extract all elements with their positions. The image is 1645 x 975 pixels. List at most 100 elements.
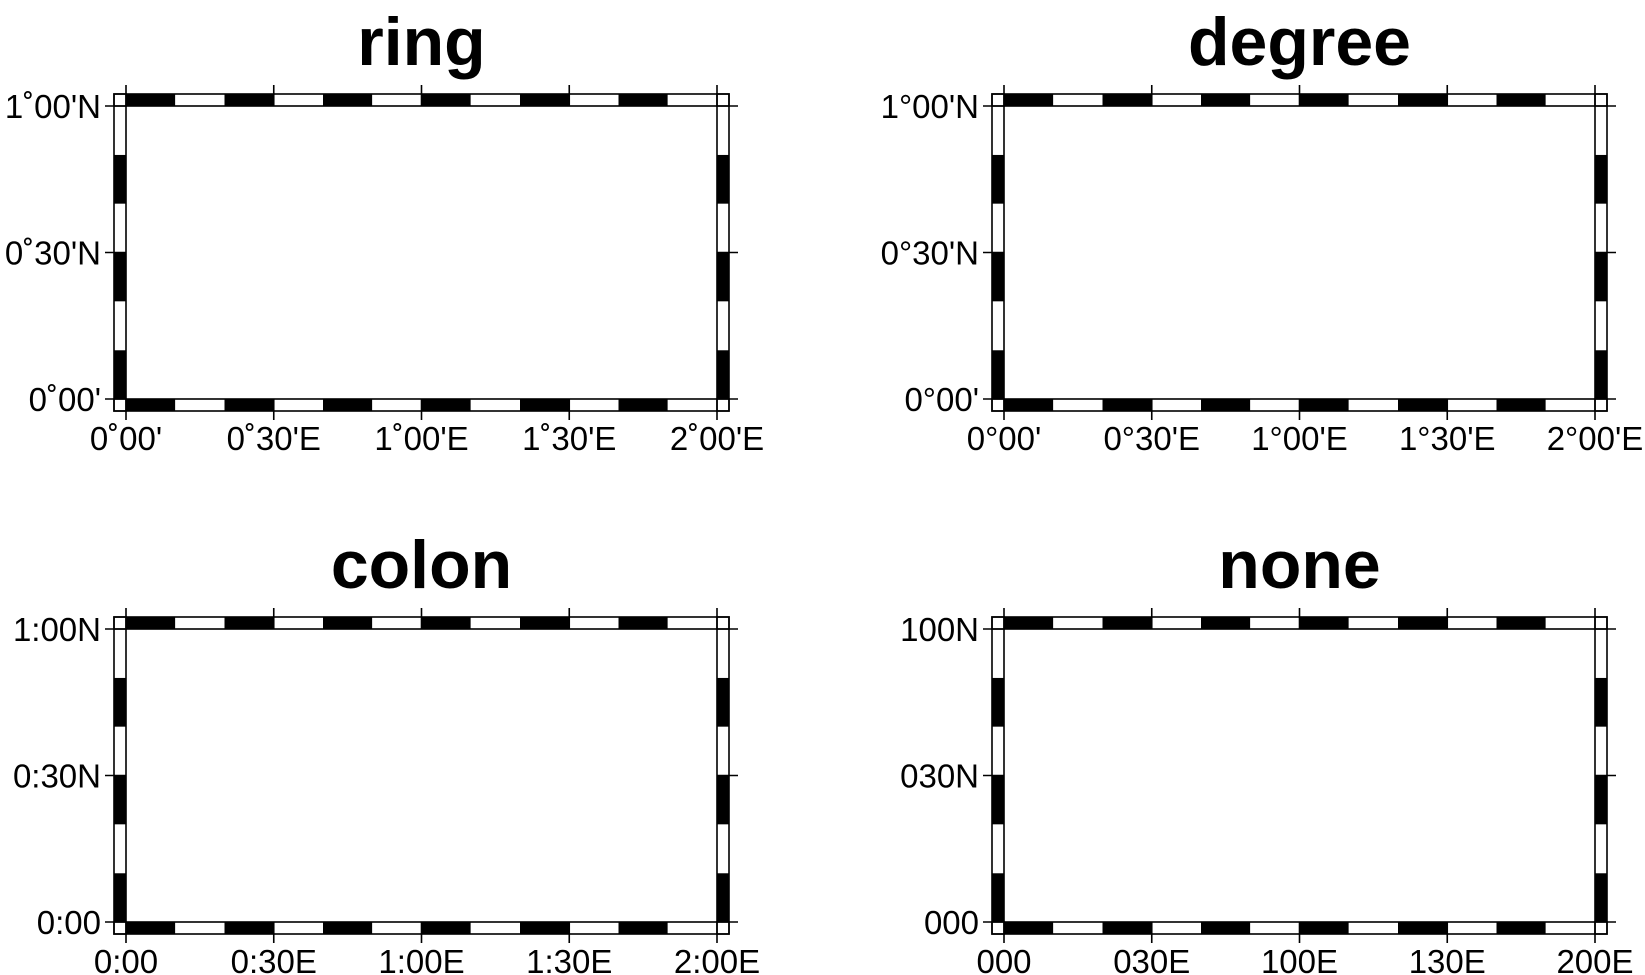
frame-segment-left	[114, 824, 126, 874]
frame-segment-bottom	[520, 399, 570, 411]
frame-segment-top	[1250, 617, 1300, 629]
frame-segment-top	[273, 617, 323, 629]
frame-segment-bottom	[569, 922, 619, 934]
frame-segment-bottom	[1004, 399, 1054, 411]
frame-segment-bottom	[1053, 922, 1103, 934]
frame-segment-right	[717, 726, 729, 776]
frame-segment-left	[114, 629, 126, 678]
frame-segment-bottom	[1102, 922, 1152, 934]
frame-segment-right	[1595, 824, 1607, 874]
frame-segment-bottom	[126, 922, 176, 934]
frame-segment-top	[224, 94, 274, 106]
frame-segment-bottom	[470, 922, 520, 934]
frame-segment-top	[372, 94, 422, 106]
frame-segment-top	[667, 617, 717, 629]
y-tick-label: 030N	[900, 758, 979, 795]
frame-corner	[991, 398, 1005, 412]
frame-segment-bottom	[175, 399, 225, 411]
frame-segment-top	[421, 94, 471, 106]
frame-segment-bottom	[1348, 922, 1398, 934]
frame-segment-top	[470, 617, 520, 629]
frame-segment-top	[126, 617, 176, 629]
frame-segment-top	[1496, 94, 1546, 106]
panel-title: colon	[331, 527, 512, 603]
frame-segment-right	[1595, 154, 1607, 204]
frame-segment-top	[520, 617, 570, 629]
frame-segment-bottom	[1053, 399, 1103, 411]
frame-segment-bottom	[1151, 922, 1201, 934]
frame-segment-bottom	[1299, 399, 1349, 411]
y-tick-label: 000	[924, 904, 979, 941]
frame-segment-bottom	[1201, 922, 1251, 934]
frame-segment-right	[1595, 775, 1607, 825]
frame-corner	[113, 921, 127, 935]
frame-corner	[113, 398, 127, 412]
frame-segment-top	[1496, 617, 1546, 629]
frame-segment-right	[1595, 106, 1607, 155]
frame-segment-top	[1004, 94, 1054, 106]
frame-segment-top	[224, 617, 274, 629]
frame-segment-right	[1595, 252, 1607, 302]
frame-segment-bottom	[1496, 399, 1546, 411]
frame-corner	[113, 93, 127, 107]
y-tick-label: 0°00'	[904, 381, 979, 418]
map-frame-inner	[125, 105, 718, 400]
y-tick-label: 0°30'N	[881, 235, 979, 272]
x-tick-label: 1°00'E	[1251, 420, 1348, 457]
frame-segment-top	[470, 94, 520, 106]
frame-segment-top	[1201, 617, 1251, 629]
frame-segment-left	[992, 252, 1004, 302]
frame-segment-bottom	[618, 399, 668, 411]
frame-segment-top	[1447, 94, 1497, 106]
frame-segment-bottom	[372, 399, 422, 411]
x-tick-label: 200E	[1556, 943, 1633, 975]
y-tick-label: 0:30N	[13, 758, 101, 795]
y-tick-label: 100N	[900, 611, 979, 648]
y-tick-label: 0˚30'N	[5, 235, 101, 272]
map-panel-ring: ring 0˚00' 0˚30'E 1˚00'E 1˚30'E 2˚00'E 0˚00' 0˚…	[5, 4, 764, 457]
x-tick-label: 1˚00'E	[374, 420, 468, 457]
x-tick-label: 1:30E	[526, 943, 612, 975]
frame-segment-bottom	[372, 922, 422, 934]
x-tick-label: 1:00E	[378, 943, 464, 975]
frame-segment-left	[992, 154, 1004, 204]
frame-segment-bottom	[224, 399, 274, 411]
frame-segment-top	[1348, 94, 1398, 106]
frame-segment-top	[1053, 617, 1103, 629]
frame-segment-left	[114, 775, 126, 825]
frame-segment-right	[1595, 203, 1607, 253]
frame-segment-left	[992, 824, 1004, 874]
frame-segment-bottom	[273, 399, 323, 411]
x-tick-label: 2°00'E	[1547, 420, 1644, 457]
x-tick-label: 1°30'E	[1399, 420, 1496, 457]
x-tick-label: 0°30'E	[1103, 420, 1200, 457]
frame-segment-top	[1151, 617, 1201, 629]
frame-segment-left	[114, 301, 126, 351]
frame-corner	[716, 616, 730, 630]
frame-segment-bottom	[273, 922, 323, 934]
frame-segment-right	[1595, 350, 1607, 399]
frame-segment-top	[618, 94, 668, 106]
frame-segment-right	[1595, 873, 1607, 922]
frame-segment-bottom	[1250, 922, 1300, 934]
frame-segment-bottom	[470, 399, 520, 411]
panel-title: ring	[357, 4, 485, 80]
frame-segment-right	[1595, 677, 1607, 727]
frame-segment-top	[323, 617, 373, 629]
frame-segment-top	[1102, 617, 1152, 629]
frame-segment-top	[372, 617, 422, 629]
frame-segment-left	[992, 350, 1004, 399]
frame-corner	[716, 921, 730, 935]
y-tick-label: 1˚00'N	[5, 88, 101, 125]
frame-segment-bottom	[1250, 399, 1300, 411]
x-tick-label: 000	[976, 943, 1031, 975]
frame-corner	[716, 398, 730, 412]
frame-segment-top	[1398, 617, 1448, 629]
frame-segment-top	[1151, 94, 1201, 106]
map-frame-outer	[113, 616, 730, 935]
frame-segment-bottom	[667, 922, 717, 934]
panel-title: none	[1218, 527, 1380, 603]
x-tick-label: 2˚00'E	[670, 420, 764, 457]
frame-segment-top	[1545, 617, 1595, 629]
